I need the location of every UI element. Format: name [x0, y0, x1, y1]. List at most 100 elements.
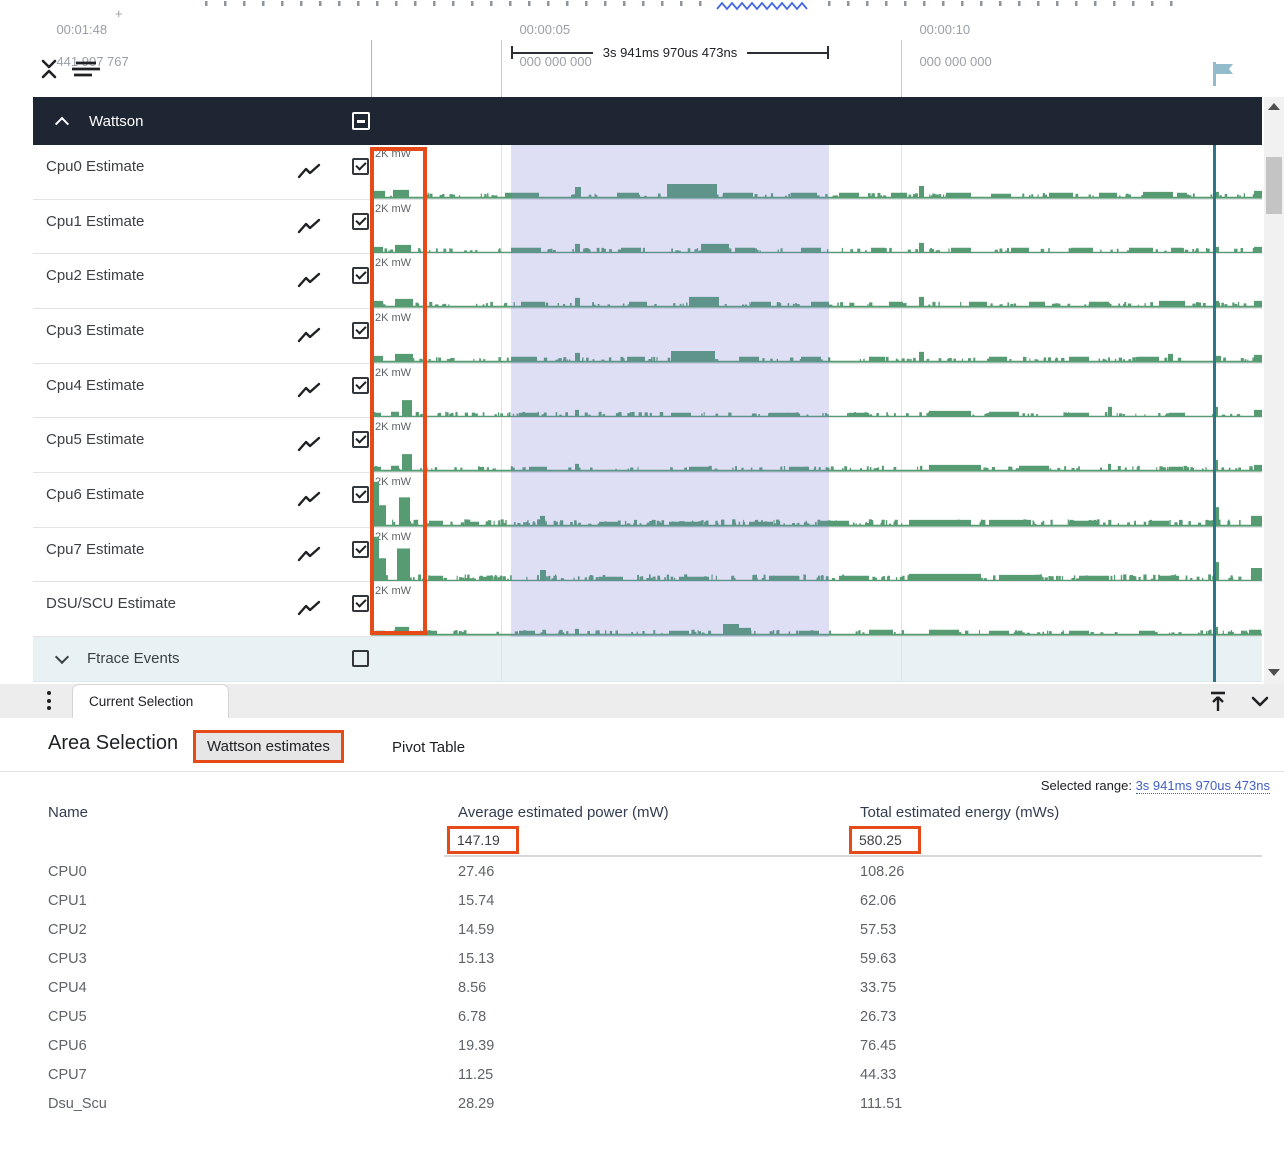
- bracket-line: [513, 51, 593, 54]
- tab-current-selection[interactable]: Current Selection: [72, 684, 229, 718]
- ruler-gridline: [501, 40, 502, 97]
- track-label[interactable]: Cpu5 Estimate: [46, 431, 145, 449]
- cell-total-energy: 44.33: [860, 1067, 897, 1083]
- expand-group-icon[interactable]: [54, 649, 70, 665]
- track-row: Cpu3 Estimate 2K mW: [33, 309, 1262, 364]
- collapse-group-icon[interactable]: [54, 116, 70, 131]
- ruler-10s-line2: 000 000 000: [919, 54, 992, 69]
- track-row: Cpu7 Estimate 2K mW: [33, 528, 1262, 583]
- wattson-group-header[interactable]: Wattson: [33, 97, 1262, 145]
- vertical-scrollbar[interactable]: [1264, 97, 1284, 687]
- scroll-up-arrow[interactable]: [1268, 103, 1280, 110]
- track-sparkline[interactable]: [371, 145, 1262, 199]
- track-label[interactable]: Cpu2 Estimate: [46, 267, 145, 285]
- table-row: CPU3 15.13 59.63: [0, 951, 1284, 980]
- track-sparkline[interactable]: [371, 418, 1262, 472]
- line-chart-icon: [297, 546, 321, 569]
- collapse-all-tracks-icon[interactable]: [38, 56, 60, 87]
- ruler-10s-timestamp: 00:00:10 000 000 000: [905, 6, 992, 86]
- cell-name: CPU1: [48, 893, 87, 909]
- table-row: CPU2 14.59 57.53: [0, 922, 1284, 951]
- track-label[interactable]: DSU/SCU Estimate: [46, 595, 177, 613]
- ruler-5s-line1: 00:00:05: [519, 22, 571, 37]
- scroll-down-arrow[interactable]: [1268, 669, 1280, 676]
- tab-pivot-table[interactable]: Pivot Table: [392, 739, 466, 756]
- line-chart-icon: [297, 382, 321, 405]
- track-label[interactable]: Cpu0 Estimate: [46, 158, 145, 175]
- track-sparkline[interactable]: [371, 200, 1262, 254]
- tab-wattson-estimates[interactable]: Wattson estimates: [196, 733, 341, 760]
- track-row: Cpu5 Estimate 2K mW: [33, 418, 1262, 473]
- timeline-tracks-region: Wattson Cpu0 Estimate 2K mW Cpu1 Estimat…: [33, 97, 1262, 684]
- filter-tracks-icon[interactable]: [68, 58, 102, 85]
- panel-menu-icon[interactable]: [47, 691, 51, 714]
- track-label[interactable]: Cpu6 Estimate: [46, 486, 145, 504]
- column-header-name: Name: [48, 804, 89, 821]
- cell-total-energy: 59.63: [860, 951, 897, 967]
- cell-avg-power: 8.56: [458, 980, 487, 996]
- cell-total-energy: 33.75: [860, 980, 897, 996]
- track-sparkline[interactable]: [371, 528, 1262, 582]
- track-unit-label: 2K mW: [375, 312, 412, 324]
- ruler-start-line1: 00:01:48: [56, 22, 108, 37]
- track-label[interactable]: Cpu1 Estimate: [46, 212, 145, 230]
- track-label[interactable]: Cpu4 Estimate: [46, 376, 145, 394]
- track-row: Cpu1 Estimate 2K mW: [33, 200, 1262, 255]
- selected-range-link[interactable]: 3s 941ms 970us 473ns: [1135, 778, 1270, 794]
- flag-icon[interactable]: [1210, 60, 1238, 93]
- track-checkbox[interactable]: [352, 431, 369, 449]
- selection-duration-label: 3s 941ms 970us 473ns: [602, 45, 738, 60]
- table-row: CPU7 11.25 44.33: [0, 1067, 1284, 1096]
- track-unit-label: 2K mW: [375, 421, 412, 434]
- ftrace-group-title: Ftrace Events: [87, 650, 180, 667]
- track-unit-label: 2K mW: [375, 202, 412, 215]
- track-checkbox[interactable]: [352, 376, 369, 394]
- group-title: Wattson: [89, 112, 144, 130]
- track-checkbox[interactable]: [352, 486, 369, 504]
- track-checkbox[interactable]: [352, 595, 369, 613]
- cell-name: Dsu_Scu: [48, 1096, 107, 1112]
- table-row: CPU0 27.46 108.26: [0, 864, 1284, 893]
- ftrace-events-group-row[interactable]: Ftrace Events: [33, 637, 1262, 682]
- total-energy: 580.25: [859, 832, 902, 848]
- area-selection-overlay[interactable]: [511, 145, 829, 637]
- track-checkbox[interactable]: [352, 158, 369, 175]
- track-checkbox[interactable]: [352, 540, 369, 558]
- annotation-box-total-energy: 580.25: [849, 826, 921, 854]
- cell-name: CPU2: [48, 922, 87, 938]
- cell-total-energy: 76.45: [860, 1038, 897, 1054]
- track-label[interactable]: Cpu7 Estimate: [46, 540, 145, 558]
- collapse-panel-chevron-icon[interactable]: [1248, 689, 1272, 720]
- ruler-10s-line1: 00:00:10: [919, 22, 971, 37]
- cell-name: CPU5: [48, 1009, 87, 1025]
- track-sparkline[interactable]: [371, 582, 1262, 637]
- ruler-5s-line2: 000 000 000: [519, 54, 592, 69]
- track-checkbox[interactable]: [352, 212, 369, 230]
- track-checkbox[interactable]: [352, 267, 369, 285]
- cell-avg-power: 15.74: [458, 893, 495, 909]
- table-row: CPU6 19.39 76.45: [0, 1038, 1284, 1067]
- track-row: Cpu2 Estimate 2K mW: [33, 254, 1262, 309]
- track-label[interactable]: Cpu3 Estimate: [46, 322, 145, 339]
- dock-to-top-icon[interactable]: [1205, 689, 1231, 720]
- cell-total-energy: 108.26: [860, 864, 905, 880]
- scrollbar-thumb[interactable]: [1266, 157, 1282, 214]
- cell-avg-power: 11.25: [458, 1067, 494, 1083]
- track-sparkline[interactable]: [371, 364, 1262, 418]
- line-chart-icon: [297, 327, 321, 350]
- totals-divider: [444, 855, 1262, 857]
- timeline-cursor-line: [1213, 145, 1216, 682]
- ruler-start-timestamp: 00:01:48 + 441 907 767: [42, 6, 128, 86]
- column-header-total-energy: Total estimated energy (mWs): [860, 804, 1060, 821]
- table-row: CPU4 8.56 33.75: [0, 980, 1284, 1009]
- group-checkbox-indeterminate[interactable]: [352, 112, 370, 130]
- ftrace-checkbox[interactable]: [352, 650, 369, 667]
- track-row: Cpu4 Estimate 2K mW: [33, 364, 1262, 419]
- details-tab-bar: Current Selection: [0, 684, 1284, 718]
- cell-name: CPU3: [48, 951, 87, 967]
- bracket-line: [747, 51, 827, 54]
- track-sparkline[interactable]: [371, 254, 1262, 308]
- track-sparkline[interactable]: [371, 309, 1262, 363]
- track-checkbox[interactable]: [352, 322, 369, 339]
- track-unit-label: 2K mW: [375, 476, 412, 489]
